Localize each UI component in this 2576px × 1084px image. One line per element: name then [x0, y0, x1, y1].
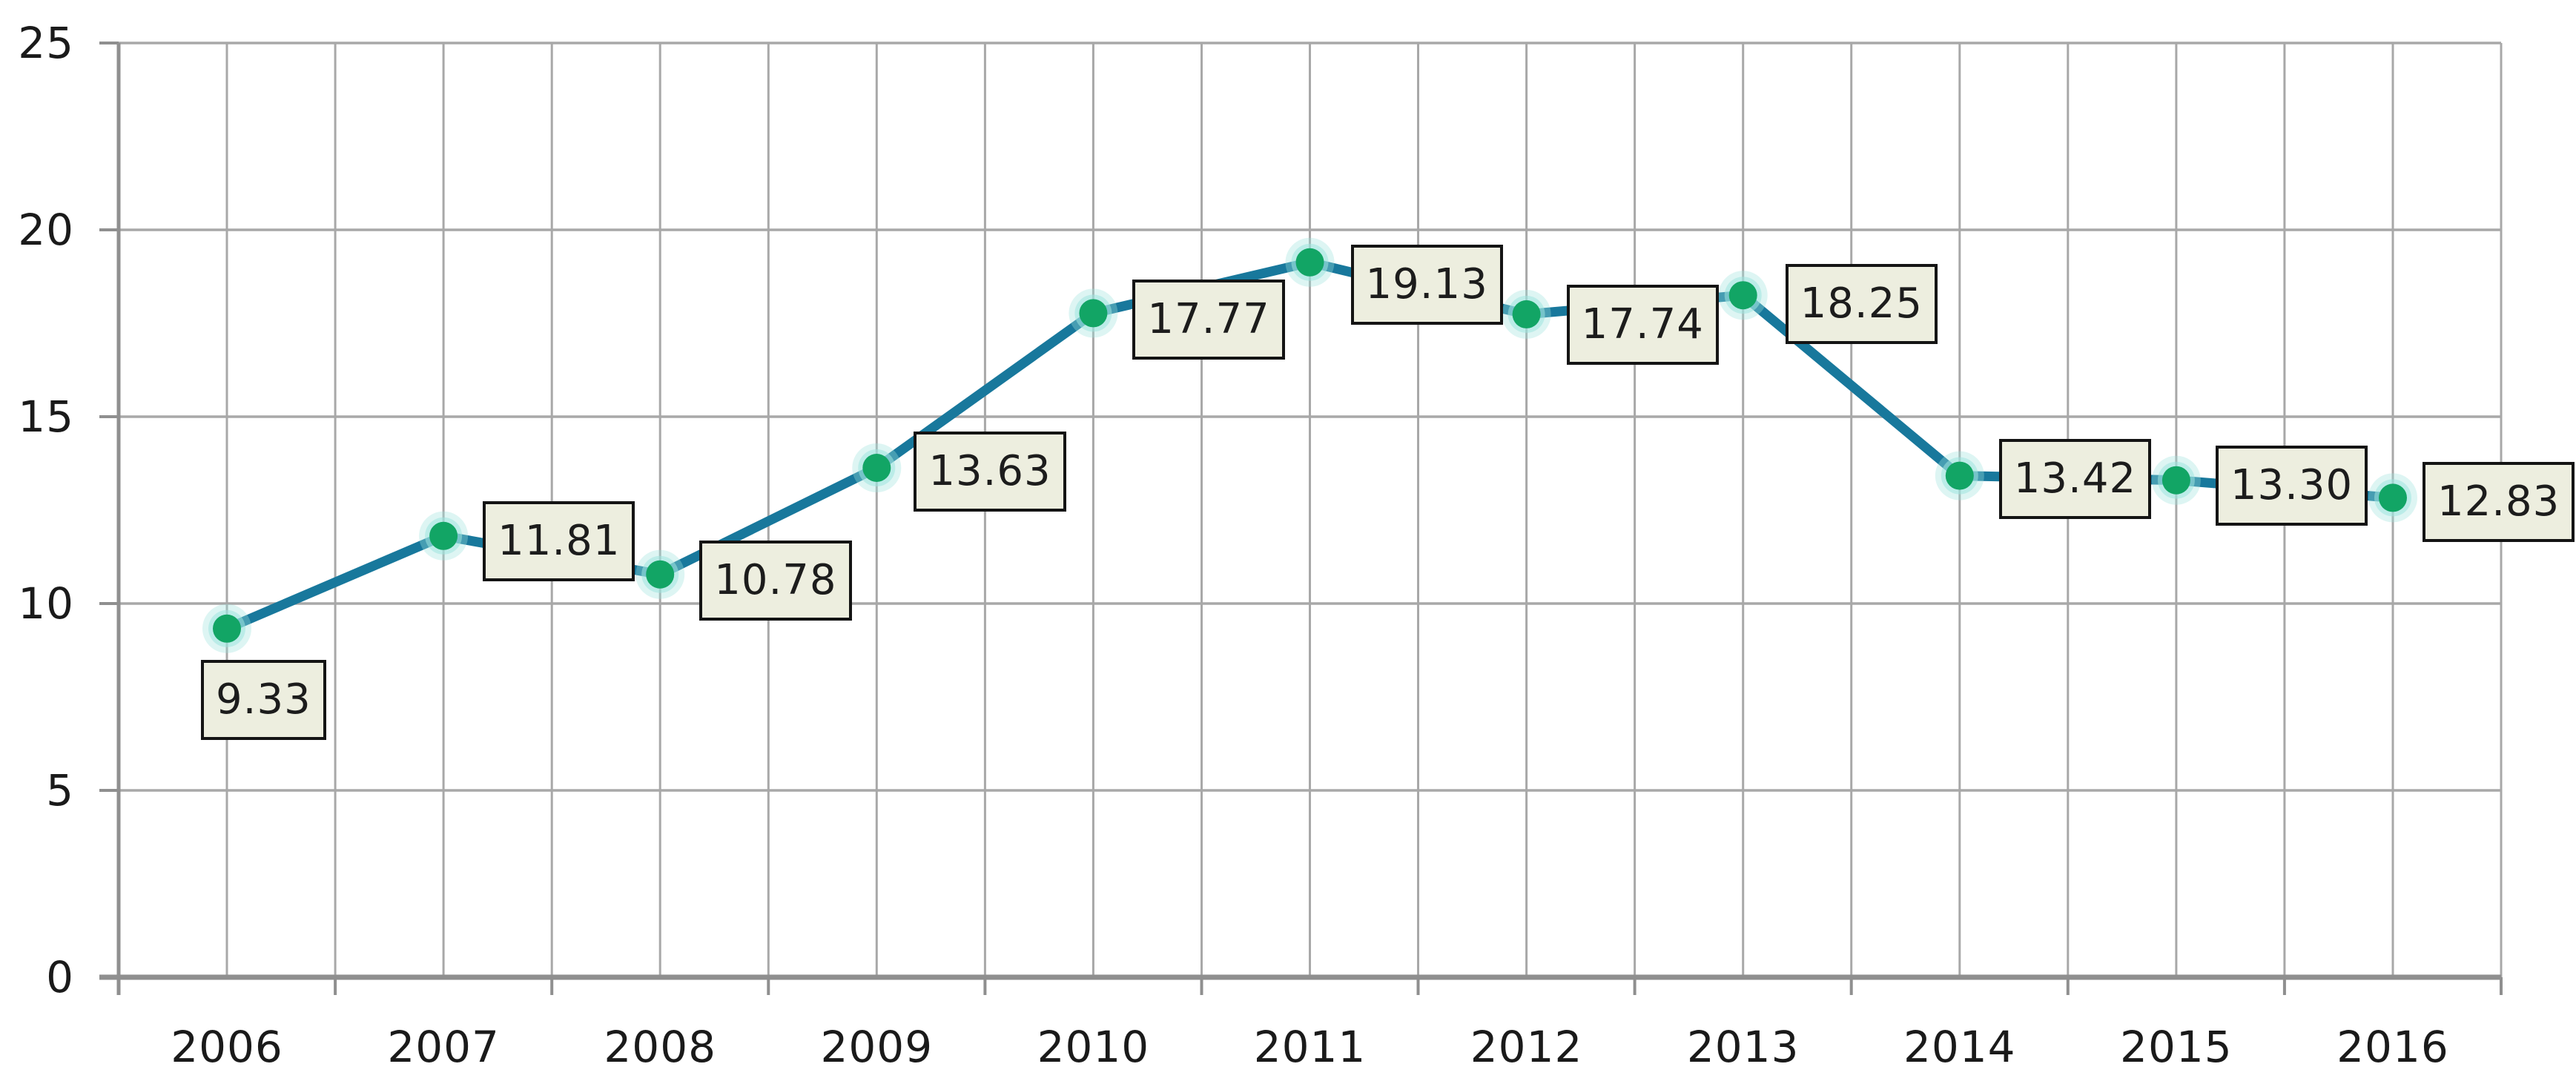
data-point-marker-2006[interactable] [213, 614, 241, 643]
x-axis-tick-label-2010: 2010 [1037, 1022, 1150, 1072]
x-axis-tick-label-2012: 2012 [1470, 1022, 1583, 1072]
x-axis-tick-label-2008: 2008 [604, 1022, 717, 1072]
data-label-2014[interactable]: 13.42 [1998, 438, 2152, 519]
y-axis-tick-label-20: 20 [18, 205, 74, 255]
y-axis-tick-label-5: 5 [46, 765, 74, 816]
data-label-2006[interactable]: 9.33 [201, 659, 326, 740]
y-axis-tick-label-15: 15 [18, 391, 74, 442]
x-axis-tick-label-2007: 2007 [387, 1022, 500, 1072]
data-point-marker-2014[interactable] [1945, 461, 1974, 490]
data-label-2007[interactable]: 11.81 [483, 500, 635, 581]
y-axis-tick-label-10: 10 [18, 578, 74, 629]
data-point-marker-2010[interactable] [1079, 299, 1108, 328]
x-axis-tick-label-2011: 2011 [1253, 1022, 1367, 1072]
x-axis-tick-label-2009: 2009 [820, 1022, 934, 1072]
data-point-marker-2012[interactable] [1512, 300, 1541, 328]
data-label-2009[interactable]: 13.63 [914, 432, 1066, 512]
y-axis-tick-label-25: 25 [18, 18, 74, 68]
data-label-2016[interactable]: 12.83 [2422, 462, 2575, 543]
data-point-marker-2011[interactable] [1295, 248, 1324, 277]
data-point-marker-2007[interactable] [429, 521, 458, 550]
x-axis-tick-label-2006: 2006 [171, 1022, 283, 1072]
y-axis-tick-label-0: 0 [46, 952, 74, 1002]
data-label-2013[interactable]: 18.25 [1785, 264, 1938, 345]
data-point-marker-2008[interactable] [646, 560, 675, 589]
x-axis-tick-label-2013: 2013 [1686, 1022, 1800, 1072]
data-point-marker-2009[interactable] [862, 454, 891, 482]
data-point-marker-2013[interactable] [1728, 281, 1757, 310]
x-axis-tick-label-2016: 2016 [2336, 1022, 2449, 1072]
x-axis-tick-label-2015: 2015 [2120, 1022, 2233, 1072]
data-label-2008[interactable]: 10.78 [699, 540, 852, 621]
data-label-2012[interactable]: 17.74 [1566, 284, 1719, 365]
data-label-2010[interactable]: 17.77 [1132, 280, 1285, 360]
x-axis-tick-label-2014: 2014 [1903, 1022, 2016, 1072]
data-point-marker-2016[interactable] [2379, 483, 2407, 512]
data-label-2011[interactable]: 19.13 [1350, 244, 1503, 325]
data-point-marker-2015[interactable] [2161, 466, 2190, 495]
data-label-2015[interactable]: 13.30 [2215, 445, 2368, 526]
